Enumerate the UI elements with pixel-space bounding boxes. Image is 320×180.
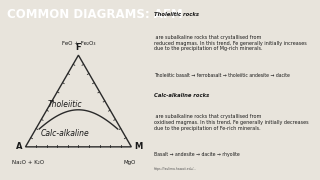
- Text: Calc-alkaline: Calc-alkaline: [40, 129, 89, 138]
- Text: F: F: [76, 43, 81, 52]
- Text: M: M: [134, 142, 143, 151]
- Text: Tholeiitic basalt → ferrobasalt → tholeiitic andesite → dacite: Tholeiitic basalt → ferrobasalt → tholei…: [154, 73, 290, 78]
- Text: COMMON DIAGRAMS: AFM: COMMON DIAGRAMS: AFM: [7, 8, 182, 21]
- Text: are subalkaline rocks that crystallised from
oxidised magmas. In this trend, Fe : are subalkaline rocks that crystallised …: [154, 114, 308, 131]
- Text: Na₂O + K₂O: Na₂O + K₂O: [12, 159, 44, 165]
- Text: FeO + Fe₂O₃: FeO + Fe₂O₃: [61, 41, 95, 46]
- Text: are subalkaline rocks that crystallised from
reduced magmas. In this trend, Fe g: are subalkaline rocks that crystallised …: [154, 35, 307, 51]
- Text: Tholeiitic: Tholeiitic: [47, 100, 82, 109]
- Text: A: A: [16, 142, 22, 151]
- Text: Tholeiitic rocks: Tholeiitic rocks: [154, 12, 199, 17]
- Text: Basalt → andesite → dacite → rhyolite: Basalt → andesite → dacite → rhyolite: [154, 152, 240, 157]
- Text: https://laulima.hawaii.edu/...: https://laulima.hawaii.edu/...: [154, 167, 197, 171]
- Text: MgO: MgO: [123, 159, 135, 165]
- Text: Calc-alkaline rocks: Calc-alkaline rocks: [154, 93, 209, 98]
